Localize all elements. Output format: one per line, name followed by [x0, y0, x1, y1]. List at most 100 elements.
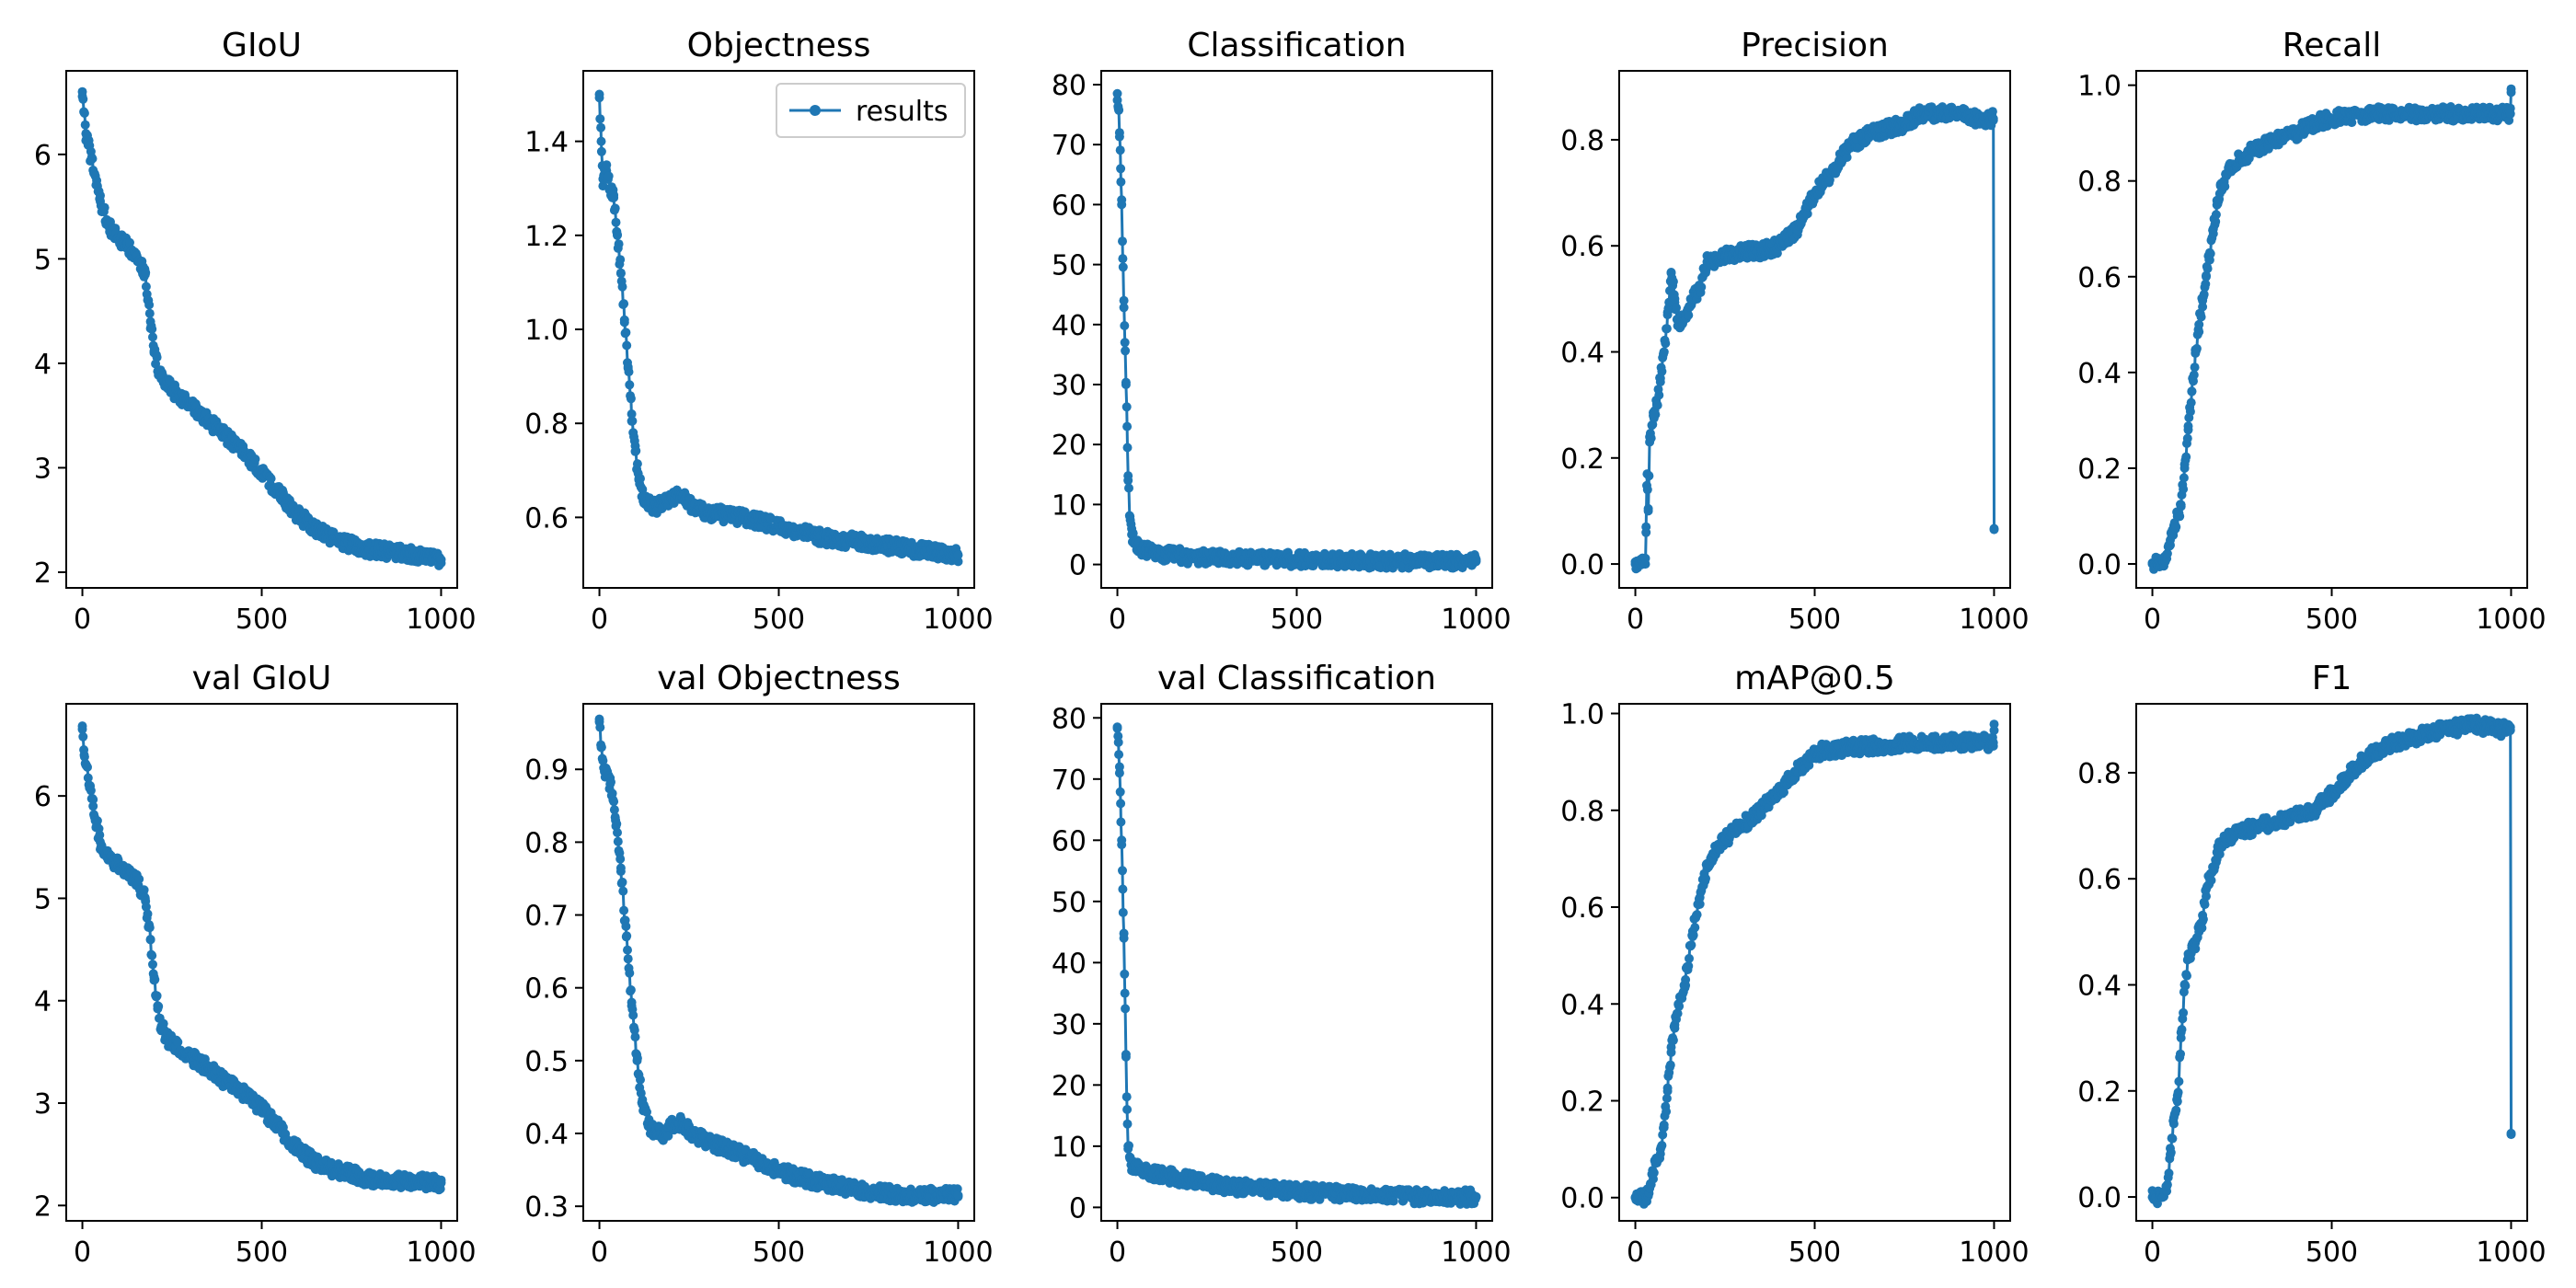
data-point	[77, 86, 87, 97]
giou-x-tick-label: 0	[74, 604, 91, 636]
data-point	[626, 985, 636, 995]
data-point	[2190, 362, 2200, 373]
val-classification-axes-frame	[1100, 703, 1493, 1222]
val-classification-series-line	[1112, 722, 1481, 1209]
classification-x-tick-label: 0	[1109, 604, 1126, 636]
data-point	[2211, 210, 2221, 220]
val-classification-x-tick-label: 500	[1271, 1236, 1323, 1269]
data-point	[631, 446, 641, 455]
objectness-legend: results	[776, 83, 966, 138]
precision-y-tick-label: 0.8	[1560, 125, 1604, 157]
val-objectness-series-line	[594, 714, 963, 1208]
data-point	[837, 1175, 847, 1185]
val-giou-y-tick-label: 2	[34, 1190, 52, 1223]
objectness-series-markers	[594, 89, 963, 567]
data-point	[2175, 512, 2185, 522]
recall-series-markers	[2147, 84, 2516, 574]
data-point	[1120, 338, 1130, 348]
data-point	[88, 795, 98, 804]
data-point	[78, 731, 88, 742]
data-point	[152, 352, 162, 362]
recall-series-line	[2147, 84, 2516, 574]
data-point	[1122, 1105, 1133, 1114]
data-point	[613, 836, 623, 846]
data-point	[621, 328, 631, 338]
data-point	[1121, 1092, 1132, 1102]
data-point	[1471, 1192, 1481, 1202]
map-at-0-5-x-tick-label: 0	[1627, 1236, 1644, 1269]
data-point	[2183, 425, 2193, 435]
giou-y-tick-label: 3	[34, 453, 52, 485]
data-point	[80, 120, 90, 130]
data-point	[628, 1010, 638, 1020]
val-objectness-y-tick-label: 0.8	[524, 827, 569, 859]
val-classification-series-markers	[1112, 722, 1481, 1209]
val-giou-x-tick-label: 1000	[406, 1236, 476, 1269]
classification-y-tick-label: 60	[1052, 190, 1087, 222]
data-point	[266, 474, 276, 484]
data-point	[1118, 907, 1128, 917]
data-point	[606, 777, 615, 787]
objectness-y-tick-label: 0.8	[524, 408, 569, 441]
recall-y-tick-label: 0.2	[2077, 454, 2122, 486]
classification-y-tick-label: 30	[1052, 370, 1087, 402]
objectness-axes-frame	[582, 70, 975, 589]
data-point	[1658, 1130, 1668, 1140]
data-point	[1116, 177, 1126, 187]
giou-y-tick-label: 5	[34, 244, 52, 276]
val-objectness-y-tick-label: 0.4	[524, 1119, 569, 1151]
data-point	[596, 742, 606, 753]
val-objectness-y-tick-label: 0.5	[524, 1046, 569, 1078]
giou-x-tick-label: 1000	[406, 604, 476, 636]
data-point	[630, 1032, 640, 1042]
data-point	[95, 830, 105, 840]
precision-series-line	[1630, 102, 1999, 574]
val-classification-x-tick-label: 1000	[1441, 1236, 1511, 1269]
data-point	[595, 114, 605, 124]
data-point	[1121, 1004, 1131, 1014]
objectness-y-tick-label: 1.2	[524, 221, 569, 253]
data-point	[141, 282, 151, 292]
data-point	[1988, 738, 1998, 748]
objectness-x-tick-label: 1000	[923, 604, 993, 636]
map-at-0-5-title: mAP@0.5	[1734, 660, 1895, 697]
data-point	[1662, 1087, 1673, 1096]
giou-y-tick-label: 4	[34, 349, 52, 381]
data-point	[144, 923, 155, 933]
map-at-0-5-series-line	[1630, 719, 1999, 1209]
data-point	[2199, 290, 2209, 299]
data-point	[1662, 1093, 1672, 1103]
classification-x-tick-label: 500	[1271, 604, 1323, 636]
data-point	[1657, 1141, 1667, 1150]
recall-y-tick-label: 0.8	[2077, 167, 2122, 199]
giou-series-markers	[77, 86, 446, 570]
data-point	[152, 991, 162, 1001]
val-objectness-series-markers	[594, 714, 963, 1207]
classification-y-tick-label: 20	[1052, 430, 1087, 462]
val-giou-y-tick-label: 5	[34, 883, 52, 915]
data-point	[1119, 303, 1129, 313]
data-point	[1670, 293, 1680, 304]
data-point	[1987, 107, 1997, 117]
data-point	[617, 877, 627, 887]
data-point	[1672, 303, 1681, 313]
data-point	[2211, 216, 2221, 226]
data-point	[629, 1025, 639, 1035]
data-point	[1128, 528, 1138, 538]
data-point	[1117, 200, 1127, 210]
data-point	[632, 459, 642, 469]
data-point	[1681, 974, 1691, 984]
legend-label: results	[856, 96, 949, 128]
data-point	[2171, 522, 2181, 532]
classification-x-tick-label: 1000	[1441, 604, 1511, 636]
data-point	[79, 752, 89, 762]
data-point	[1665, 1060, 1675, 1070]
data-point	[2179, 473, 2189, 483]
val-classification-y-tick-label: 80	[1052, 703, 1087, 735]
val-objectness-title: val Objectness	[657, 660, 901, 697]
data-point	[1115, 145, 1125, 155]
